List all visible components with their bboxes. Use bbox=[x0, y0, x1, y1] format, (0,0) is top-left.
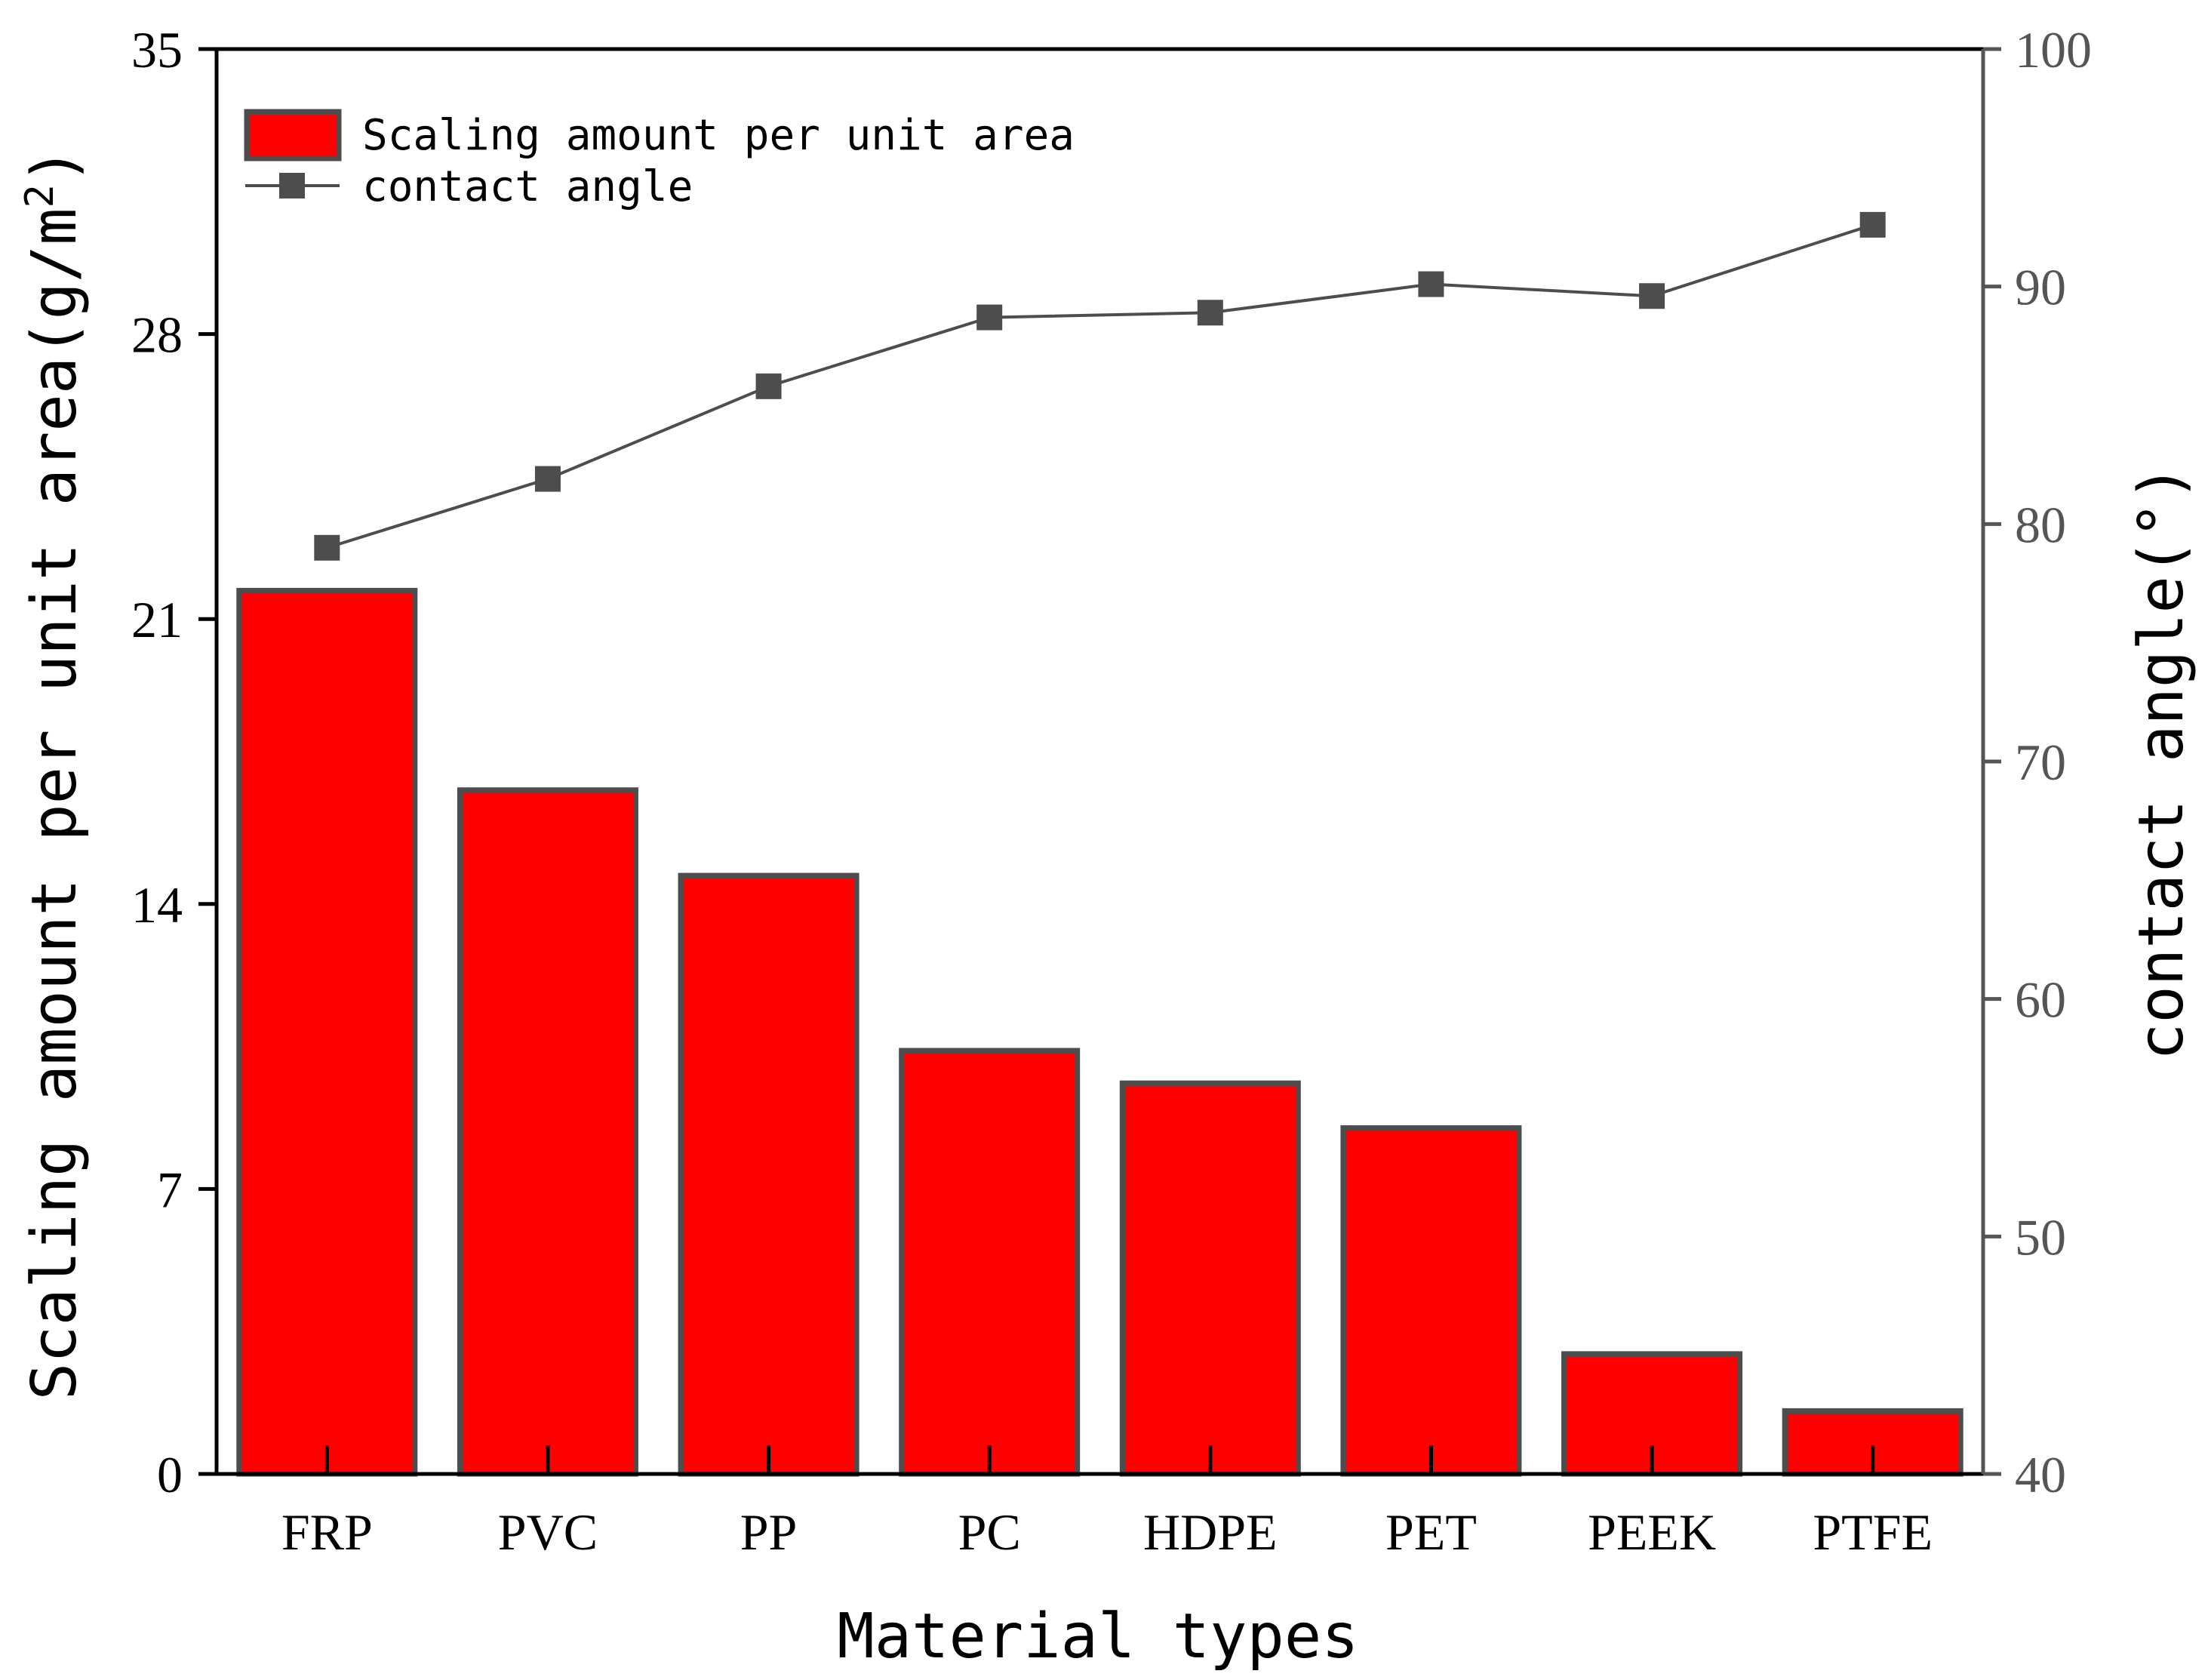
y-left-tick-label: 21 bbox=[131, 591, 183, 648]
bar-pet bbox=[1340, 1125, 1522, 1477]
bar-pp bbox=[678, 872, 860, 1477]
contact-angle-point-peek bbox=[1639, 283, 1665, 309]
y-axis-left-title-main: Scaling amount per unit area(g/m bbox=[19, 208, 91, 1400]
contact-angle-point-hdpe bbox=[1197, 300, 1223, 326]
y-axis-left-title: Scaling amount per unit area(g/m2) bbox=[17, 147, 91, 1400]
legend-line-marker bbox=[279, 173, 305, 198]
contact-angle-line bbox=[326, 223, 1874, 549]
contact-angle-point-pvc bbox=[534, 466, 561, 492]
y-right-tick-label: 60 bbox=[2015, 971, 2066, 1029]
y-left-tick-label: 7 bbox=[157, 1161, 183, 1218]
y-left-tick-label: 0 bbox=[157, 1446, 183, 1503]
bar-pc bbox=[899, 1048, 1081, 1477]
bar-frp bbox=[236, 587, 418, 1477]
contact-angle-point-ptfe bbox=[1859, 211, 1886, 238]
y-right-tick-label: 40 bbox=[2015, 1446, 2066, 1503]
y-left-tick-label: 14 bbox=[131, 876, 183, 934]
y-axis-right-title: contact angle(°) bbox=[2126, 464, 2197, 1060]
x-tick-label-frp: FRP bbox=[281, 1503, 373, 1561]
legend-bar-label: Scaling amount per unit area bbox=[362, 111, 1075, 160]
y-axis-left-title-tail: ) bbox=[19, 147, 91, 184]
bar-hdpe bbox=[1119, 1080, 1301, 1477]
bar-pvc bbox=[457, 787, 638, 1477]
x-tick-label-pc: PC bbox=[958, 1503, 1021, 1561]
x-tick-label-pvc: PVC bbox=[498, 1503, 598, 1561]
x-axis-title: Material types bbox=[837, 1601, 1358, 1672]
legend: Scaling amount per unit area contact ang… bbox=[244, 109, 1075, 211]
y-right-tick-label: 50 bbox=[2015, 1208, 2066, 1266]
y-left-tick-label: 35 bbox=[131, 21, 183, 78]
y-right-tick-label: 80 bbox=[2015, 496, 2066, 553]
x-tick-label-ptfe: PTFE bbox=[1813, 1503, 1933, 1561]
bars-layer bbox=[236, 587, 1964, 1477]
axes-layer bbox=[198, 47, 2001, 1476]
x-tick-label-pp: PP bbox=[740, 1503, 798, 1561]
y-axis-left-title-sup: 2 bbox=[17, 184, 63, 208]
legend-bar-swatch bbox=[244, 109, 342, 162]
contact-angle-point-pc bbox=[976, 304, 1003, 331]
y-left-tick-label: 28 bbox=[131, 306, 183, 364]
y-right-tick-label: 100 bbox=[2015, 21, 2092, 78]
x-tick-label-hdpe: HDPE bbox=[1143, 1503, 1278, 1561]
y-right-tick-label: 70 bbox=[2015, 734, 2066, 791]
y-right-tick-label: 90 bbox=[2015, 259, 2066, 316]
line-layer bbox=[314, 211, 1886, 561]
labels-layer: 0 7 14 21 28 35 40 50 60 70 80 90 100 FRP PVC PP PC HDPE P… bbox=[131, 21, 2092, 1561]
contact-angle-point-frp bbox=[314, 534, 340, 561]
x-tick-label-pet: PET bbox=[1385, 1503, 1477, 1561]
x-tick-label-peek: PEEK bbox=[1588, 1503, 1716, 1561]
legend-line-label: contact angle bbox=[362, 162, 693, 211]
contact-angle-point-pet bbox=[1418, 271, 1444, 297]
contact-angle-point-pp bbox=[755, 373, 782, 399]
